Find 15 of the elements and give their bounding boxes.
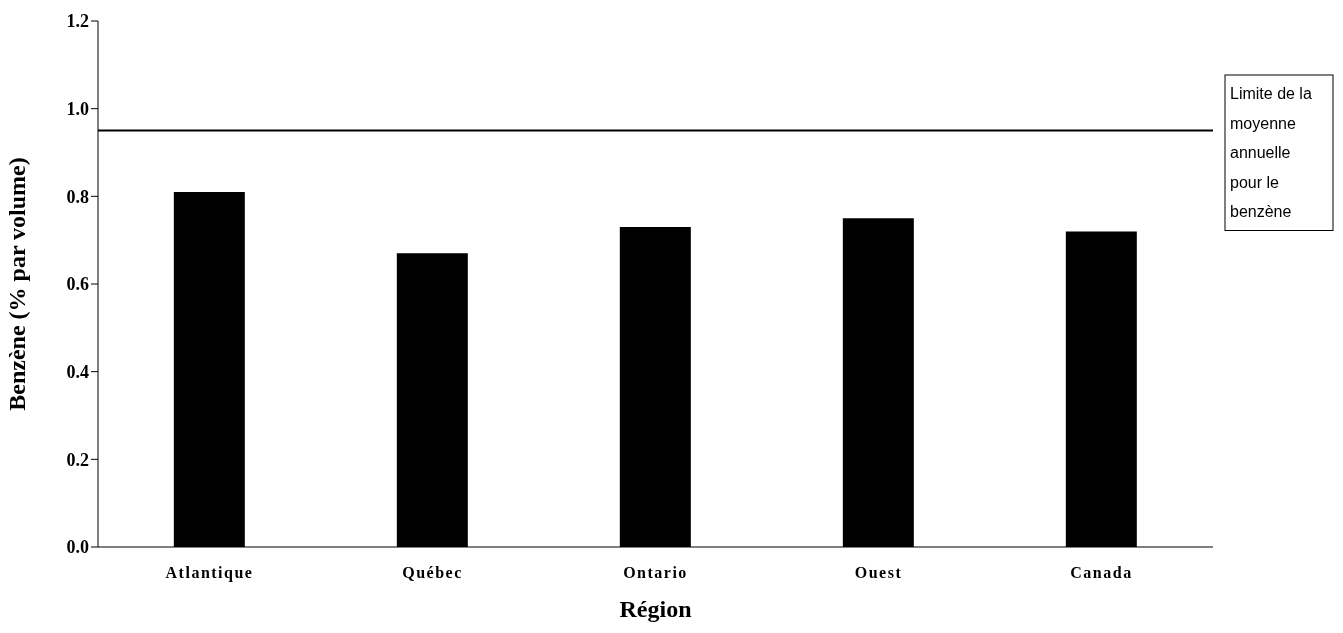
x-tick-label: Atlantique: [165, 564, 254, 583]
x-tick-label: Québec: [402, 564, 463, 582]
y-axis-title: Benzène (% par volume): [3, 157, 30, 411]
x-tick-label: Ouest: [854, 564, 903, 582]
y-tick-label: 0.2: [66, 449, 89, 470]
y-tick-label: 0.8: [66, 186, 89, 207]
ref-line-label: Limite de la moyenne annuelle pour le benzène: [1230, 85, 1312, 220]
y-tick-label: 0.4: [66, 362, 89, 383]
y-tick-label: 1.2: [66, 11, 89, 32]
x-tick-label: Canada: [1070, 564, 1133, 582]
y-tick-label: 0.6: [66, 274, 89, 295]
x-axis-title: Région: [619, 596, 692, 622]
y-tick-label: 0.0: [66, 537, 89, 558]
x-tick-label: Ontario: [623, 564, 688, 582]
y-tick-label: 1.0: [66, 99, 89, 120]
